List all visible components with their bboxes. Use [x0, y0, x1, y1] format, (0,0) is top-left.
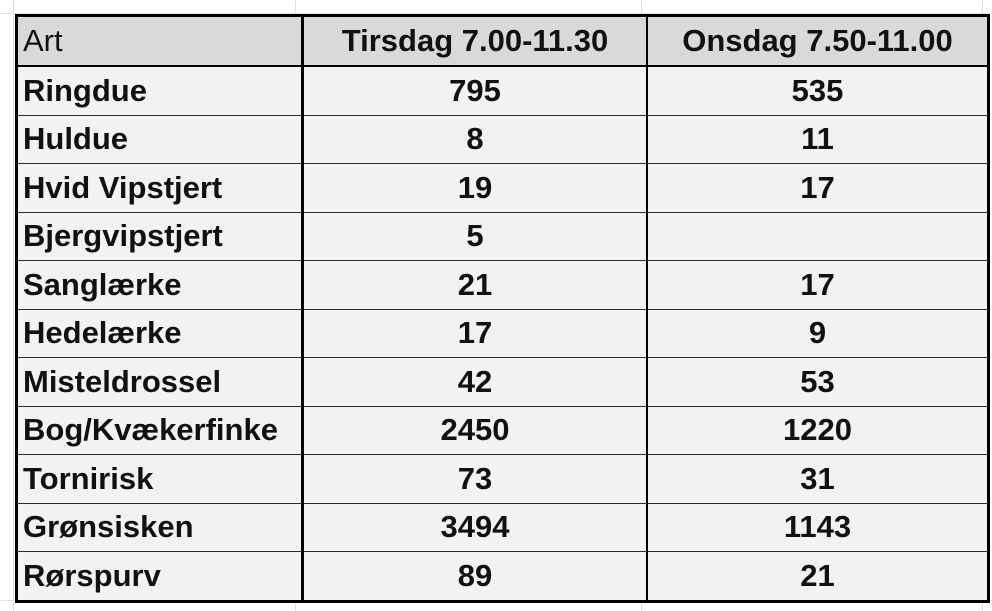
cell-art[interactable]: Huldue	[16, 114, 304, 164]
cell-art[interactable]: Bog/Kvækerfinke	[16, 405, 304, 455]
header-onsdag[interactable]: Onsdag 7.50-11.00	[646, 15, 989, 67]
cell-tirsdag[interactable]: 8	[302, 114, 648, 164]
cell-onsdag[interactable]: 17	[646, 163, 989, 213]
cell-art[interactable]: Hedelærke	[16, 308, 304, 358]
cell-tirsdag[interactable]: 5	[302, 211, 648, 261]
cell-tirsdag[interactable]: 21	[302, 260, 648, 310]
cell-onsdag[interactable]: 11	[646, 114, 989, 164]
table-row: Hvid Vipstjert 19 17	[16, 163, 989, 213]
cell-onsdag[interactable]: 1220	[646, 405, 989, 455]
table-row: Grønsisken 3494 1143	[16, 502, 989, 552]
cell-art[interactable]: Rørspurv	[16, 551, 304, 602]
cell-art[interactable]: Sanglærke	[16, 260, 304, 310]
cell-tirsdag[interactable]: 17	[302, 308, 648, 358]
cell-onsdag[interactable]	[646, 211, 989, 261]
cell-onsdag[interactable]: 31	[646, 454, 989, 504]
cell-tirsdag[interactable]: 42	[302, 357, 648, 407]
cell-tirsdag[interactable]: 89	[302, 551, 648, 602]
bird-count-table: Art Tirsdag 7.00-11.30 Onsdag 7.50-11.00…	[15, 14, 990, 603]
cell-art[interactable]: Hvid Vipstjert	[16, 163, 304, 213]
cell-onsdag[interactable]: 535	[646, 65, 989, 116]
table-row: Sanglærke 21 17	[16, 260, 989, 310]
table-row: Rørspurv 89 21	[16, 551, 989, 602]
cell-tirsdag[interactable]: 795	[302, 65, 648, 116]
header-tirsdag[interactable]: Tirsdag 7.00-11.30	[302, 15, 648, 67]
table-row: Ringdue 795 535	[16, 65, 989, 116]
cell-onsdag[interactable]: 53	[646, 357, 989, 407]
cell-onsdag[interactable]: 21	[646, 551, 989, 602]
cell-tirsdag[interactable]: 3494	[302, 502, 648, 552]
cell-art[interactable]: Ringdue	[16, 65, 304, 116]
table-row: Hedelærke 17 9	[16, 308, 989, 358]
header-row: Art Tirsdag 7.00-11.30 Onsdag 7.50-11.00	[16, 15, 989, 67]
cell-art[interactable]: Tornirisk	[16, 454, 304, 504]
cell-tirsdag[interactable]: 73	[302, 454, 648, 504]
cell-onsdag[interactable]: 1143	[646, 502, 989, 552]
cell-art[interactable]: Misteldrossel	[16, 357, 304, 407]
table-row: Misteldrossel 42 53	[16, 357, 989, 407]
cell-art[interactable]: Grønsisken	[16, 502, 304, 552]
cell-tirsdag[interactable]: 2450	[302, 405, 648, 455]
table-row: Bog/Kvækerfinke 2450 1220	[16, 405, 989, 455]
cell-art[interactable]: Bjergvipstjert	[16, 211, 304, 261]
table-row: Bjergvipstjert 5	[16, 211, 989, 261]
cell-onsdag[interactable]: 17	[646, 260, 989, 310]
cell-onsdag[interactable]: 9	[646, 308, 989, 358]
table-row: Huldue 8 11	[16, 114, 989, 164]
cell-tirsdag[interactable]: 19	[302, 163, 648, 213]
header-art[interactable]: Art	[16, 15, 304, 67]
table-row: Tornirisk 73 31	[16, 454, 989, 504]
